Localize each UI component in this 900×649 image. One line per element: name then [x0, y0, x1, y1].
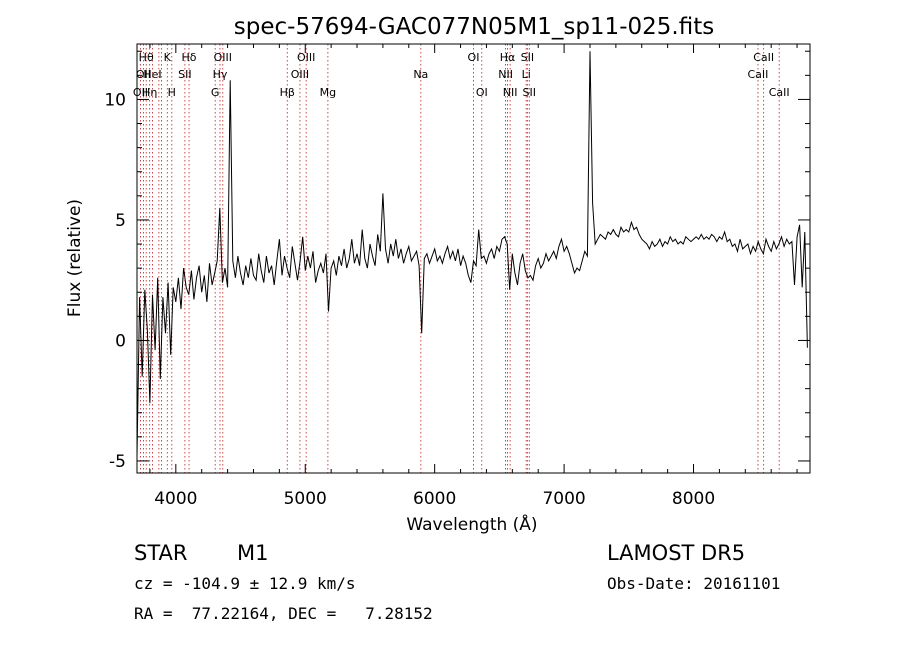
- line-label: SII: [178, 68, 191, 81]
- redshift-velocity: cz = -104.9 ± 12.9 km/s: [134, 574, 356, 593]
- y-tick-label: -5: [109, 452, 126, 472]
- line-label: Hβ: [280, 86, 295, 99]
- line-label: Li: [522, 68, 531, 81]
- line-label: OII: [136, 68, 151, 81]
- line-label: OI: [468, 51, 480, 64]
- line-label: Mg: [320, 86, 336, 99]
- x-axis-label: Wavelength (Å): [406, 513, 537, 535]
- line-label: Hδ: [182, 51, 197, 64]
- y-tick-label: 10: [104, 90, 126, 110]
- line-label: Hγ: [213, 68, 228, 81]
- line-label: Hα: [500, 51, 516, 64]
- line-label: OIII: [297, 51, 315, 64]
- emission-line-markers: [140, 44, 780, 473]
- line-label: NII: [498, 68, 513, 81]
- x-tick-label: 6000: [413, 489, 456, 509]
- object-subclass: M1: [237, 541, 269, 565]
- line-label: Na: [413, 68, 428, 81]
- line-label: OIII: [214, 51, 232, 64]
- line-label: Hη: [142, 86, 157, 99]
- y-axis: -5 0 5 10: [104, 50, 810, 472]
- object-class: STAR: [134, 541, 188, 565]
- y-tick-label: 0: [115, 331, 126, 351]
- survey-name: LAMOST DR5: [607, 541, 746, 565]
- line-label: H: [168, 86, 176, 99]
- line-label: HeI: [143, 68, 161, 81]
- line-label: CaII: [769, 86, 790, 99]
- x-tick-label: 5000: [284, 489, 327, 509]
- line-label: OIII: [291, 68, 309, 81]
- line-label: NII: [503, 86, 518, 99]
- line-label: G: [211, 86, 220, 99]
- chart-title: spec-57694-GAC077N05M1_sp11-025.fits: [234, 14, 714, 40]
- x-axis: 4000 5000 6000 7000 8000: [149, 44, 798, 509]
- y-axis-label: Flux (relative): [65, 199, 85, 317]
- observation-date: Obs-Date: 20161101: [607, 574, 781, 593]
- line-label: SII: [523, 86, 536, 99]
- emission-line-labels: OIIOIIHθHηHeIKHSIIHδGHγOIIIHβOIIIOIIIMgN…: [133, 51, 790, 99]
- line-label: OI: [476, 86, 488, 99]
- spectrum-line: [136, 51, 808, 457]
- x-tick-label: 4000: [154, 489, 197, 509]
- x-tick-label: 7000: [542, 489, 585, 509]
- line-label: K: [164, 51, 172, 64]
- line-label: SII: [521, 51, 534, 64]
- y-tick-label: 5: [115, 211, 126, 231]
- line-label: Hθ: [139, 51, 154, 64]
- x-tick-label: 8000: [672, 489, 715, 509]
- line-label: CaII: [753, 51, 774, 64]
- line-label: CaII: [748, 68, 769, 81]
- coordinates: RA = 77.22164, DEC = 7.28152: [134, 604, 433, 623]
- plot-frame: [136, 43, 811, 474]
